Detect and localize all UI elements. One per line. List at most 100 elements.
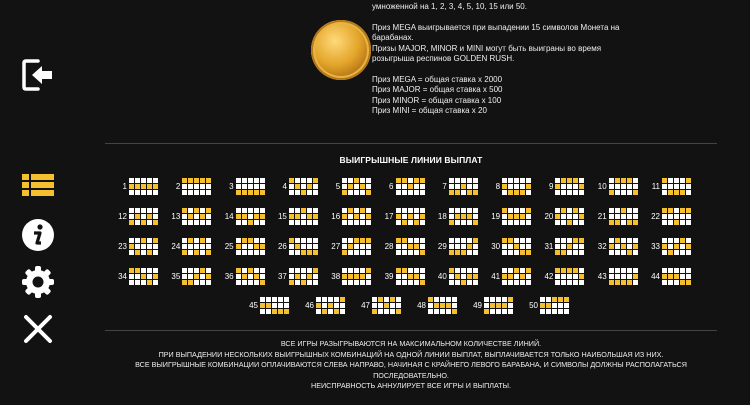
payline-number: 37 <box>277 271 287 281</box>
exit-icon <box>22 59 52 91</box>
payline-cell-active <box>354 273 360 279</box>
payline-4: 4 <box>271 177 318 195</box>
payline-cell <box>413 267 419 273</box>
payline-cell <box>668 183 673 189</box>
payline-cell <box>401 207 407 213</box>
payline-cell <box>662 267 667 273</box>
payline-cell <box>241 243 247 249</box>
payline-pattern <box>342 267 372 285</box>
payline-cell <box>452 302 457 308</box>
payline-cell-active <box>552 296 557 302</box>
payline-cell <box>514 183 520 189</box>
close-button[interactable] <box>20 311 56 347</box>
payline-cell <box>620 183 626 189</box>
payline-42: 42 <box>537 267 585 285</box>
payline-14: 14 <box>218 207 265 225</box>
payline-cell <box>632 267 638 273</box>
payline-cell <box>466 237 472 243</box>
payline-cell <box>514 177 520 183</box>
payline-number: 24 <box>171 241 181 251</box>
payline-cell <box>260 308 265 314</box>
payline-cell <box>306 207 312 213</box>
paytable-button[interactable] <box>20 168 56 204</box>
payline-number: 17 <box>384 211 394 221</box>
payline-cell <box>626 267 632 273</box>
payline-cell <box>378 308 383 314</box>
payline-3: 3 <box>218 177 265 195</box>
payline-cell-active <box>390 296 395 302</box>
payline-cell-active <box>573 177 579 183</box>
payline-cell <box>288 207 294 213</box>
payline-cell <box>440 308 445 314</box>
payline-cell <box>188 207 194 213</box>
payline-number: 4 <box>282 181 287 191</box>
payline-cell <box>153 279 158 285</box>
payline-pattern <box>484 296 513 314</box>
payline-cell <box>555 279 561 285</box>
divider <box>105 143 717 144</box>
payline-cell-active <box>407 273 413 279</box>
payline-cell-active <box>466 273 472 279</box>
payline-cell <box>395 273 401 279</box>
payline-cell <box>502 213 508 219</box>
payline-pattern <box>662 177 691 195</box>
payline-cell <box>342 207 348 213</box>
payline-cell-active <box>472 219 478 225</box>
payline-cell <box>300 219 306 225</box>
exit-button[interactable] <box>20 57 56 93</box>
payline-cell-active <box>454 273 460 279</box>
payline-pattern <box>182 207 212 225</box>
payline-pattern <box>448 177 478 195</box>
payline-cell <box>390 302 395 308</box>
payline-cell-active <box>241 189 247 195</box>
payline-cell <box>520 279 526 285</box>
payline-number: 15 <box>277 211 287 221</box>
settings-button[interactable] <box>20 264 56 300</box>
payline-cell <box>194 243 200 249</box>
payline-cell-active <box>153 183 158 189</box>
payline-cell <box>448 237 454 243</box>
payline-cell <box>253 279 259 285</box>
payline-cell <box>206 213 212 219</box>
payline-cell-active <box>153 219 158 225</box>
payline-cell <box>419 207 425 213</box>
payline-cell <box>632 177 638 183</box>
payline-number: 39 <box>384 271 394 281</box>
payline-cell <box>407 237 413 243</box>
payline-cell-active <box>428 296 433 302</box>
info-button[interactable] <box>20 217 56 253</box>
payline-cell-active <box>153 237 158 243</box>
payline-cell-active <box>626 177 632 183</box>
payline-1: 1 <box>111 177 158 195</box>
payline-cell <box>241 183 247 189</box>
payline-cell <box>561 273 567 279</box>
payline-pattern <box>448 267 478 285</box>
payline-cell <box>561 213 567 219</box>
payline-38: 38 <box>324 267 372 285</box>
payline-cell <box>686 237 691 243</box>
payline-cell-active <box>680 207 685 213</box>
payline-cell-active <box>419 279 425 285</box>
payline-cell <box>147 207 152 213</box>
payline-cell-active <box>561 207 567 213</box>
payline-cell-active <box>401 267 407 273</box>
payline-cell-active <box>366 237 372 243</box>
payline-pattern <box>502 267 532 285</box>
payline-cell <box>686 273 691 279</box>
payline-cell-active <box>452 308 457 314</box>
payline-cell-active <box>502 207 508 213</box>
jackpot-info: умноженной на 1, 2, 3, 4, 5, 10, 15 или … <box>372 2 619 117</box>
payline-cell-active <box>334 308 339 314</box>
payline-cell <box>561 243 567 249</box>
payline-cell-active <box>395 177 401 183</box>
payline-cell <box>288 243 294 249</box>
payline-cell-active <box>686 279 691 285</box>
payline-cell <box>306 219 312 225</box>
payline-cell <box>194 183 200 189</box>
payline-cell <box>508 279 514 285</box>
payline-cell-active <box>366 189 372 195</box>
payline-cell <box>526 243 532 249</box>
payline-cell <box>395 183 401 189</box>
payline-cell-active <box>247 219 253 225</box>
payline-pattern <box>372 296 401 314</box>
